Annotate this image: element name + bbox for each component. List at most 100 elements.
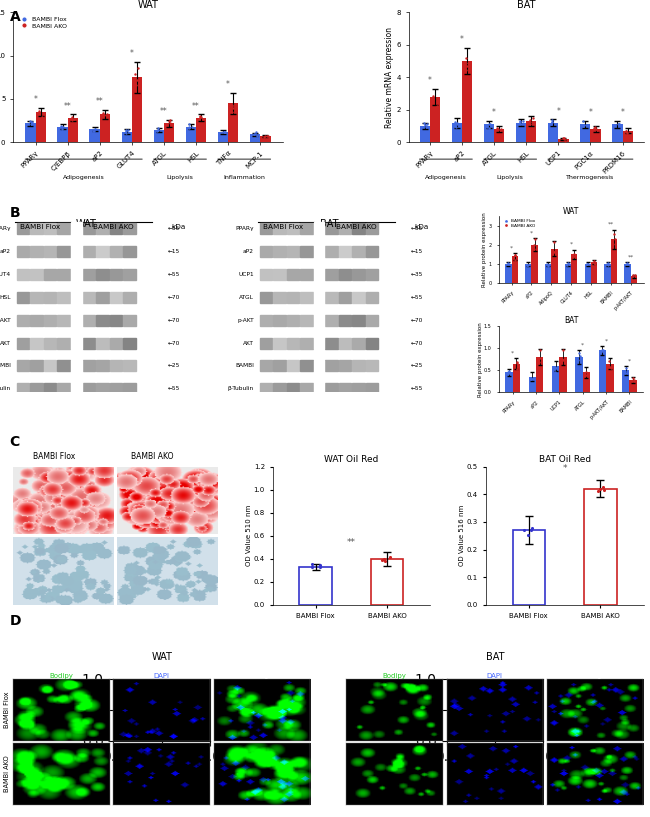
Point bbox=[450, 116, 460, 129]
Bar bbox=[300, 269, 313, 280]
Bar bbox=[186, 127, 196, 142]
Point bbox=[101, 108, 112, 121]
Point bbox=[196, 111, 207, 124]
Point bbox=[183, 118, 194, 131]
Point bbox=[380, 555, 390, 568]
Bar bbox=[505, 373, 513, 392]
Point bbox=[549, 235, 560, 248]
Bar bbox=[622, 370, 629, 392]
Point bbox=[606, 362, 616, 375]
Bar bbox=[99, 114, 110, 142]
Bar bbox=[300, 383, 313, 395]
Point bbox=[463, 56, 474, 69]
Point bbox=[27, 115, 38, 128]
Point bbox=[599, 483, 609, 496]
Point bbox=[597, 480, 608, 493]
Bar bbox=[273, 246, 286, 257]
Point bbox=[592, 123, 603, 136]
Bar bbox=[287, 223, 299, 234]
Point bbox=[195, 109, 205, 123]
Bar bbox=[300, 360, 313, 372]
Point bbox=[558, 132, 569, 145]
Point bbox=[547, 115, 558, 128]
Bar bbox=[352, 292, 365, 303]
Point bbox=[525, 114, 535, 127]
Title: WAT: WAT bbox=[563, 207, 579, 216]
Bar bbox=[462, 61, 473, 142]
Bar bbox=[366, 269, 378, 280]
Point bbox=[219, 125, 229, 138]
Point bbox=[612, 118, 623, 131]
Bar bbox=[580, 124, 590, 142]
Bar bbox=[624, 264, 630, 283]
Point bbox=[510, 249, 521, 262]
Text: D: D bbox=[10, 614, 21, 628]
Text: **: ** bbox=[627, 254, 634, 259]
Bar bbox=[612, 124, 623, 142]
Point bbox=[503, 365, 514, 378]
Point bbox=[560, 135, 571, 148]
Bar bbox=[83, 337, 95, 349]
Text: *: * bbox=[628, 358, 631, 364]
Point bbox=[543, 259, 553, 272]
Bar bbox=[314, 268, 324, 281]
Point bbox=[629, 270, 640, 283]
Text: ←15: ←15 bbox=[410, 249, 422, 254]
Point bbox=[510, 249, 521, 262]
Text: GLUT4: GLUT4 bbox=[0, 272, 11, 277]
Point bbox=[596, 344, 606, 357]
Text: ←35: ←35 bbox=[410, 272, 422, 277]
Text: *: * bbox=[226, 80, 230, 89]
Y-axis label: OD Value 510 nm: OD Value 510 nm bbox=[246, 505, 252, 566]
Point bbox=[604, 355, 615, 368]
Text: ←55: ←55 bbox=[168, 386, 180, 391]
Point bbox=[590, 257, 600, 270]
Point bbox=[183, 122, 194, 135]
Point bbox=[495, 123, 505, 136]
Point bbox=[462, 51, 472, 65]
Point bbox=[166, 122, 176, 135]
Point bbox=[421, 120, 431, 133]
Point bbox=[251, 126, 261, 139]
Bar bbox=[300, 567, 332, 605]
Bar bbox=[273, 383, 286, 395]
Text: Thermogenesis: Thermogenesis bbox=[566, 175, 614, 180]
Point bbox=[590, 257, 600, 270]
Y-axis label: Relative mRNA expression: Relative mRNA expression bbox=[385, 27, 394, 127]
Bar bbox=[44, 360, 57, 372]
Bar bbox=[300, 337, 313, 349]
Point bbox=[493, 123, 503, 136]
Point bbox=[123, 123, 133, 136]
Point bbox=[512, 356, 522, 369]
Bar bbox=[132, 78, 142, 142]
Bar bbox=[366, 315, 378, 326]
Bar bbox=[287, 246, 299, 257]
Bar bbox=[430, 96, 440, 142]
Bar bbox=[110, 269, 122, 280]
Bar bbox=[83, 246, 95, 257]
Bar bbox=[314, 337, 324, 350]
Bar bbox=[90, 129, 99, 142]
Bar bbox=[326, 246, 338, 257]
Point bbox=[90, 123, 100, 136]
Point bbox=[562, 258, 573, 271]
Point bbox=[595, 483, 606, 496]
Text: *: * bbox=[428, 76, 432, 85]
Point bbox=[582, 257, 592, 270]
Bar bbox=[259, 246, 272, 257]
Text: p-AKT: p-AKT bbox=[0, 318, 11, 323]
Point bbox=[529, 239, 539, 252]
Text: AKT: AKT bbox=[243, 341, 254, 346]
Text: β-Tubulin: β-Tubulin bbox=[0, 386, 11, 391]
Point bbox=[462, 59, 472, 72]
Bar bbox=[71, 314, 82, 327]
Bar bbox=[484, 124, 494, 142]
Point bbox=[621, 367, 631, 380]
Title: BAT Oil Red: BAT Oil Red bbox=[539, 455, 591, 464]
Point bbox=[385, 551, 395, 564]
Text: BAMBI AKO: BAMBI AKO bbox=[93, 224, 134, 230]
Bar bbox=[57, 315, 70, 326]
Bar bbox=[110, 292, 122, 303]
Text: *: * bbox=[621, 108, 625, 117]
Bar bbox=[83, 383, 95, 395]
